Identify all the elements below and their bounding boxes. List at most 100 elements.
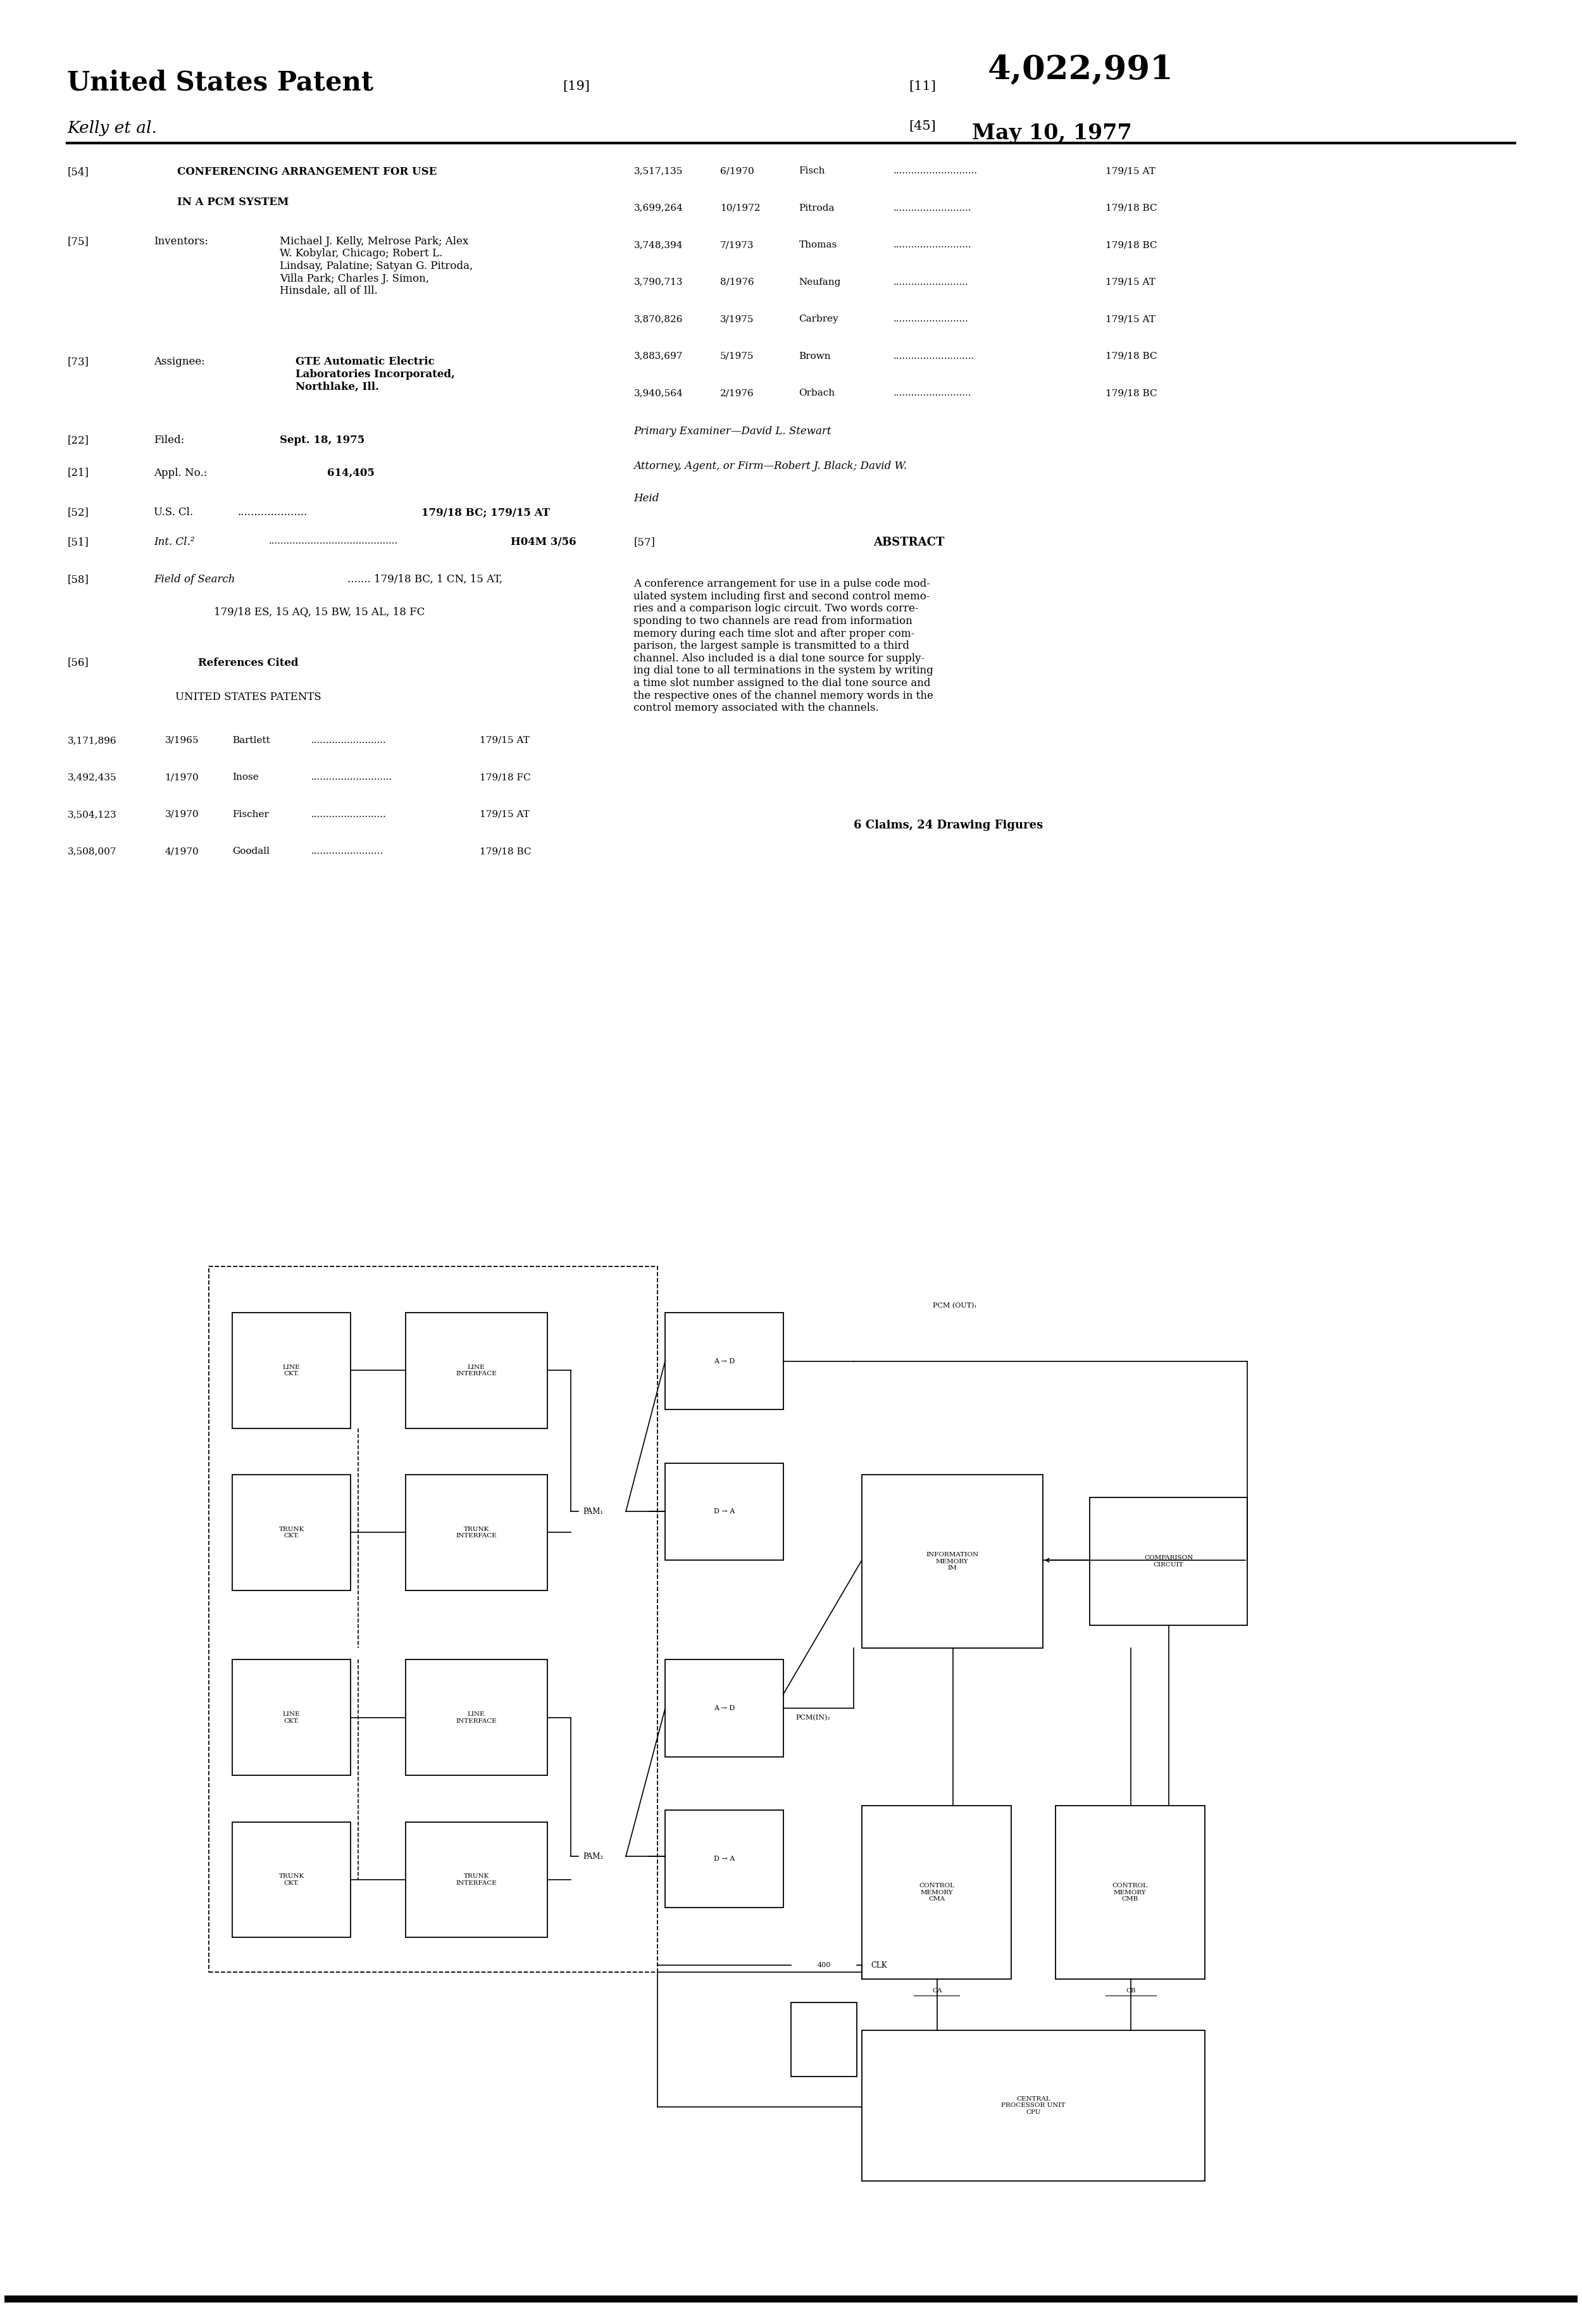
Text: 4/1970: 4/1970 xyxy=(165,848,199,855)
Text: CENTRAL
PROCESSOR UNIT
CPU: CENTRAL PROCESSOR UNIT CPU xyxy=(1001,2096,1065,2115)
Bar xyxy=(791,2003,857,2078)
Text: 3,748,394: 3,748,394 xyxy=(634,242,683,249)
Text: 8/1976: 8/1976 xyxy=(720,277,755,286)
Text: ..........................: .......................... xyxy=(894,205,971,211)
Text: 10/1972: 10/1972 xyxy=(720,205,761,211)
Text: TRUNK
INTERFACE: TRUNK INTERFACE xyxy=(456,1873,497,1885)
Text: [45]: [45] xyxy=(910,121,937,132)
Text: ............................: ............................ xyxy=(894,167,978,174)
Text: 179/15 AT: 179/15 AT xyxy=(1106,167,1155,174)
Text: IN A PCM SYSTEM: IN A PCM SYSTEM xyxy=(177,198,290,207)
Bar xyxy=(209,1267,657,1973)
Text: 3,492,435: 3,492,435 xyxy=(68,774,117,781)
Bar xyxy=(664,1810,783,1908)
Text: .....................: ..................... xyxy=(237,507,307,518)
Text: GTE Automatic Electric
Laboratories Incorporated,
Northlake, Ill.: GTE Automatic Electric Laboratories Inco… xyxy=(296,356,456,393)
Text: Field of Search: Field of Search xyxy=(153,574,236,586)
Text: 3,517,135: 3,517,135 xyxy=(634,167,683,174)
Text: ..........................: .......................... xyxy=(894,388,971,397)
Text: [21]: [21] xyxy=(68,467,89,479)
Text: 5/1975: 5/1975 xyxy=(720,351,755,360)
Text: 1/1970: 1/1970 xyxy=(165,774,199,781)
Text: 179/18 BC: 179/18 BC xyxy=(1106,242,1156,249)
Text: Int. Cl.²: Int. Cl.² xyxy=(153,537,195,548)
Text: 3,508,007: 3,508,007 xyxy=(68,848,117,855)
Text: 3,940,564: 3,940,564 xyxy=(634,388,683,397)
Text: [56]: [56] xyxy=(68,658,89,667)
Bar xyxy=(862,2031,1205,2180)
Bar xyxy=(1055,1806,1205,1980)
Text: Fischer: Fischer xyxy=(233,811,269,818)
Text: 3,870,826: 3,870,826 xyxy=(634,314,683,323)
Text: .........................: ......................... xyxy=(894,277,968,286)
Text: [73]: [73] xyxy=(68,356,89,367)
Text: D → A: D → A xyxy=(713,1508,734,1515)
Text: 179/18 BC: 179/18 BC xyxy=(1106,351,1156,360)
Bar xyxy=(664,1659,783,1757)
Text: CONTROL
MEMORY
CMA: CONTROL MEMORY CMA xyxy=(919,1882,954,1901)
Bar xyxy=(233,1313,351,1429)
Text: A → D: A → D xyxy=(713,1357,734,1364)
Text: United States Patent: United States Patent xyxy=(68,70,373,95)
Text: ABSTRACT: ABSTRACT xyxy=(873,537,944,548)
Text: 6/1970: 6/1970 xyxy=(720,167,755,174)
Text: May 10, 1977: May 10, 1977 xyxy=(971,123,1131,144)
Text: .........................: ......................... xyxy=(894,314,968,323)
Text: Primary Examiner—David L. Stewart: Primary Examiner—David L. Stewart xyxy=(634,425,832,437)
Text: A conference arrangement for use in a pulse code mod-
ulated system including fi: A conference arrangement for use in a pu… xyxy=(634,579,933,713)
Text: 179/18 ES, 15 AQ, 15 BW, 15 AL, 18 FC: 179/18 ES, 15 AQ, 15 BW, 15 AL, 18 FC xyxy=(214,607,424,618)
Text: LINE
CKT.: LINE CKT. xyxy=(283,1364,301,1376)
Text: CONFERENCING ARRANGEMENT FOR USE: CONFERENCING ARRANGEMENT FOR USE xyxy=(177,167,437,177)
Text: PCM (OUT)₁: PCM (OUT)₁ xyxy=(933,1301,976,1308)
Text: ........................: ........................ xyxy=(312,848,383,855)
Bar xyxy=(233,1473,351,1590)
Text: [11]: [11] xyxy=(910,81,937,93)
Text: ..........................: .......................... xyxy=(894,242,971,249)
Text: PAM₂: PAM₂ xyxy=(584,1852,604,1862)
Text: Carbrey: Carbrey xyxy=(799,314,838,323)
Text: TRUNK
CKT.: TRUNK CKT. xyxy=(278,1873,304,1885)
Text: 179/15 AT: 179/15 AT xyxy=(479,811,530,818)
Text: Pitroda: Pitroda xyxy=(799,205,835,211)
Text: 3/1970: 3/1970 xyxy=(165,811,199,818)
Text: .........................: ......................... xyxy=(312,737,386,746)
Text: ...........................................: ........................................… xyxy=(269,537,399,546)
Text: 179/15 AT: 179/15 AT xyxy=(1106,277,1155,286)
Text: CA: CA xyxy=(932,1987,943,1994)
Text: 3,790,713: 3,790,713 xyxy=(634,277,683,286)
Text: 179/18 BC: 179/18 BC xyxy=(1106,205,1156,211)
Text: Neufang: Neufang xyxy=(799,277,842,286)
Text: Thomas: Thomas xyxy=(799,242,837,249)
Text: Inventors:: Inventors: xyxy=(153,237,209,246)
Text: TRUNK
CKT.: TRUNK CKT. xyxy=(278,1527,304,1538)
Bar xyxy=(664,1313,783,1411)
Text: PAM₁: PAM₁ xyxy=(584,1508,604,1515)
Text: CONTROL
MEMORY
CMB: CONTROL MEMORY CMB xyxy=(1112,1882,1149,1901)
Bar xyxy=(405,1473,547,1590)
Text: UNITED STATES PATENTS: UNITED STATES PATENTS xyxy=(176,693,321,702)
Text: 179/18 FC: 179/18 FC xyxy=(479,774,530,781)
Text: [51]: [51] xyxy=(68,537,89,548)
Text: Orbach: Orbach xyxy=(799,388,835,397)
Bar xyxy=(1090,1497,1247,1624)
Text: 3,171,896: 3,171,896 xyxy=(68,737,117,746)
Text: 3/1965: 3/1965 xyxy=(165,737,199,746)
Text: 179/18 BC: 179/18 BC xyxy=(1106,388,1156,397)
Bar xyxy=(862,1806,1011,1980)
Text: Inose: Inose xyxy=(233,774,259,781)
Text: 7/1973: 7/1973 xyxy=(720,242,755,249)
Text: INFORMATION
MEMORY
IM: INFORMATION MEMORY IM xyxy=(925,1552,979,1571)
Text: Filed:: Filed: xyxy=(153,435,185,446)
Text: CB: CB xyxy=(1126,1987,1136,1994)
Bar xyxy=(233,1822,351,1938)
Text: A → D: A → D xyxy=(713,1706,734,1710)
Text: ...........................: ........................... xyxy=(312,774,392,781)
Text: [19]: [19] xyxy=(563,81,590,93)
Text: ...........................: ........................... xyxy=(894,351,975,360)
Text: 2/1976: 2/1976 xyxy=(720,388,755,397)
Text: 3/1975: 3/1975 xyxy=(720,314,755,323)
Text: 179/18 BC: 179/18 BC xyxy=(479,848,532,855)
Bar xyxy=(862,1473,1043,1648)
Text: Kelly et al.: Kelly et al. xyxy=(68,121,157,137)
Text: Heid: Heid xyxy=(634,493,660,504)
